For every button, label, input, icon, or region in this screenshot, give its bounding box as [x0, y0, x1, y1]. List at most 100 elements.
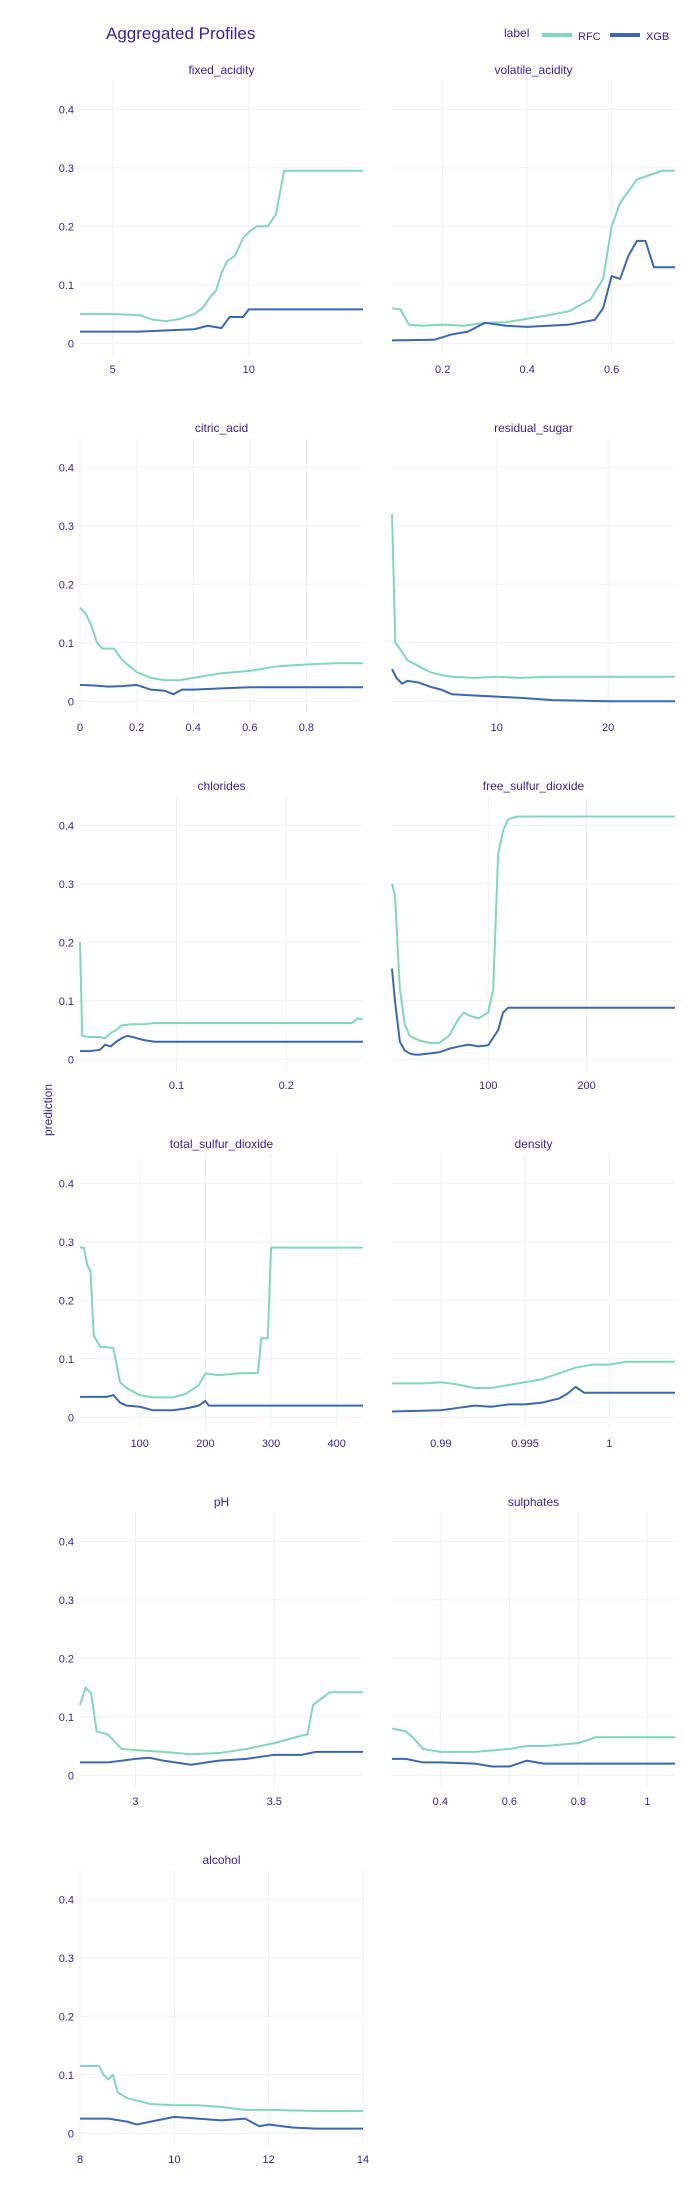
panel-free-sulfur-dioxide: free_sulfur_dioxide 100 200: [391, 779, 675, 1092]
y-tick-label: 0.4: [59, 1178, 74, 1190]
legend: label RFC XGB: [504, 26, 669, 43]
series-line-xgb[interactable]: [80, 308, 363, 333]
legend-label-rfc[interactable]: RFC: [578, 31, 601, 43]
y-tick-label: 0: [68, 1770, 74, 1782]
x-tick-label: 0.8: [299, 722, 314, 734]
y-tick-label: 0.1: [59, 638, 74, 650]
x-tick-label: 12: [263, 2154, 275, 2166]
y-tick-label: 0.1: [59, 1712, 74, 1724]
x-tick-label: 400: [328, 1438, 346, 1450]
x-tick-label: 0.6: [502, 1796, 517, 1808]
y-tick-label: 0.1: [59, 996, 74, 1008]
y-tick-label: 0.2: [59, 221, 74, 233]
x-tick-label: 14: [357, 2154, 369, 2166]
y-tick-label: 0.3: [59, 879, 74, 891]
y-axis-label: prediction: [41, 1084, 55, 1136]
x-tick-label: 3.5: [267, 1796, 282, 1808]
series-line-rfc[interactable]: [79, 606, 363, 682]
x-tick-label: 10: [168, 2154, 180, 2166]
panel-title: total_sulfur_dioxide: [170, 1137, 274, 1151]
y-tick-label: 0.1: [59, 280, 74, 292]
y-tick-label: 0.4: [59, 820, 74, 832]
panel-title: residual_sugar: [494, 421, 573, 435]
x-tick-label: 1: [644, 1796, 650, 1808]
x-tick-label: 8: [77, 2154, 83, 2166]
y-tick-label: 0.1: [59, 2070, 74, 2082]
panel-fixed-acidity: fixed_acidity 0 0.1 0.2 0.3 0.4 5 10: [59, 63, 363, 376]
y-tick-label: 0: [68, 1054, 74, 1066]
legend-label-xgb[interactable]: XGB: [646, 31, 669, 43]
y-tick-label: 0.2: [59, 579, 74, 591]
panel-title: citric_acid: [195, 421, 248, 435]
y-tick-label: 0.4: [59, 104, 74, 116]
y-tick-label: 0.3: [59, 521, 74, 533]
series-line-xgb[interactable]: [391, 1385, 675, 1413]
x-tick-label: 10: [243, 364, 255, 376]
panel-title: alcohol: [202, 1853, 240, 1867]
x-tick-label: 100: [131, 1438, 149, 1450]
y-tick-label: 0.2: [59, 1295, 74, 1307]
panel-pH: pH 0 0.1 0.2 0.3 0.4 3 3.5: [59, 1495, 363, 1808]
y-tick-label: 0: [68, 338, 74, 350]
series-line-rfc[interactable]: [79, 942, 364, 1040]
panel-title: pH: [214, 1495, 229, 1509]
panel-title: chlorides: [197, 779, 245, 793]
x-tick-label: 100: [479, 1080, 497, 1092]
panel-title: density: [514, 1137, 552, 1151]
legend-title: label: [504, 26, 529, 40]
x-tick-label: 0.4: [433, 1796, 448, 1808]
x-tick-label: 200: [577, 1080, 595, 1092]
x-tick-label: 0.4: [186, 722, 201, 734]
series-line-xgb[interactable]: [80, 1034, 363, 1053]
panel-citric-acid: citric_acid 0 0.1 0.2 0.3 0.4 0 0.2 0.4 0.6 0.8: [59, 421, 363, 734]
x-tick-label: 0.4: [520, 364, 535, 376]
x-tick-label: 200: [196, 1438, 214, 1450]
y-tick-label: 0.3: [59, 1595, 74, 1607]
series-line-rfc[interactable]: [80, 2065, 363, 2113]
series-line-rfc[interactable]: [391, 169, 675, 327]
series-line-xgb[interactable]: [391, 968, 675, 1056]
y-tick-label: 0.2: [59, 937, 74, 949]
series-line-rfc[interactable]: [79, 1686, 363, 1756]
series-line-xgb[interactable]: [79, 683, 363, 696]
panel-chlorides: chlorides 0 0.1 0.2 0.3 0.4 0.1 0.2: [59, 779, 364, 1092]
series-line-xgb[interactable]: [80, 1750, 363, 1766]
series-line-xgb[interactable]: [80, 1394, 363, 1412]
x-tick-label: 0: [77, 722, 83, 734]
x-tick-label: 0.995: [511, 1438, 539, 1450]
y-tick-label: 0.4: [59, 1536, 74, 1548]
y-tick-label: 0: [68, 2128, 74, 2140]
series-line-xgb[interactable]: [391, 239, 675, 342]
x-tick-label: 300: [262, 1438, 280, 1450]
panel-title: fixed_acidity: [188, 63, 254, 77]
y-tick-label: 0.2: [59, 2011, 74, 2023]
x-tick-label: 0.2: [435, 364, 450, 376]
series-line-rfc[interactable]: [392, 1360, 675, 1390]
series-line-xgb[interactable]: [392, 1757, 675, 1768]
x-tick-label: 0.6: [242, 722, 257, 734]
series-line-xgb[interactable]: [391, 668, 675, 703]
panel-total-sulfur-dioxide: total_sulfur_dioxide 0 0.1 0.2 0.3 0.4 100 200 3…: [59, 1137, 363, 1450]
y-tick-label: 0.4: [59, 462, 74, 474]
series-line-rfc[interactable]: [391, 1727, 675, 1753]
x-tick-label: 0.99: [430, 1438, 451, 1450]
x-tick-label: 0.2: [279, 1080, 294, 1092]
series-line-rfc[interactable]: [80, 169, 363, 323]
x-tick-label: 5: [110, 364, 116, 376]
panel-alcohol: alcohol 0 0.1 0.2 0.3 0.4 8 10 12 14: [59, 1853, 369, 2166]
series-line-xgb[interactable]: [80, 2115, 363, 2130]
y-tick-label: 0.1: [59, 1354, 74, 1366]
x-tick-label: 0.6: [604, 364, 619, 376]
series-line-rfc[interactable]: [391, 815, 675, 1044]
y-tick-label: 0.2: [59, 1653, 74, 1665]
series-line-rfc[interactable]: [80, 1246, 363, 1399]
y-tick-label: 0: [68, 696, 74, 708]
panel-residual-sugar: residual_sugar 10 20: [391, 421, 675, 734]
x-tick-label: 10: [491, 722, 503, 734]
series-line-rfc[interactable]: [391, 514, 675, 679]
x-tick-label: 0.2: [129, 722, 144, 734]
y-tick-label: 0.3: [59, 1953, 74, 1965]
chart-title: Aggregated Profiles: [106, 24, 255, 43]
